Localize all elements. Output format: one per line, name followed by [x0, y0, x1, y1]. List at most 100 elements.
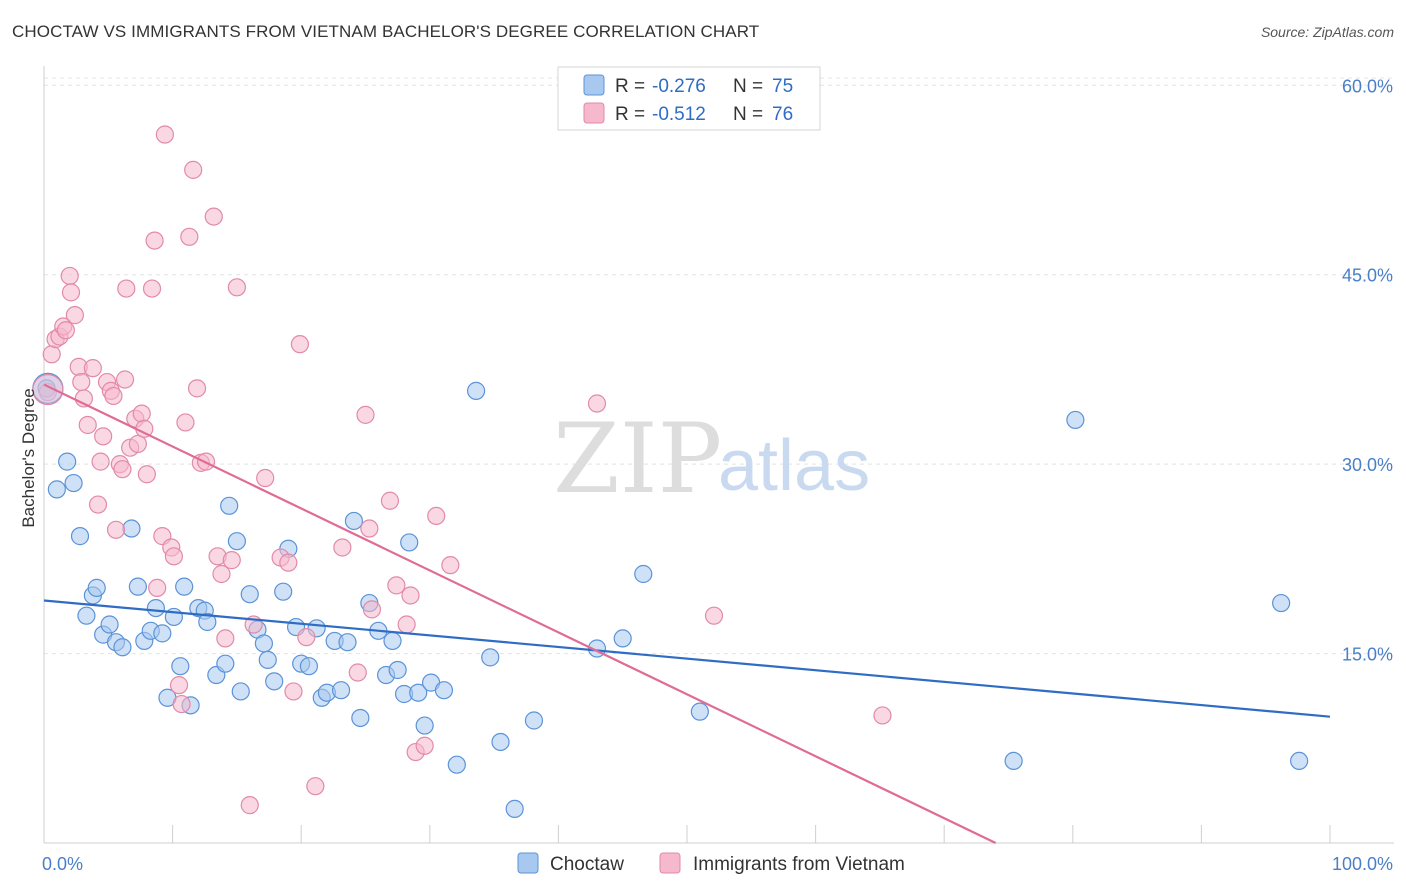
- point-vietnam: [401, 586, 420, 605]
- point-vietnam: [65, 306, 84, 325]
- trend-line-choctaw: [43, 599, 1331, 718]
- point-vietnam-large: [32, 374, 64, 406]
- legend-n-value-vietnam: 76: [772, 104, 793, 125]
- point-vietnam: [360, 519, 379, 538]
- point-vietnam: [362, 600, 382, 619]
- point-choctaw: [331, 681, 351, 700]
- point-choctaw: [87, 578, 106, 597]
- point-choctaw: [481, 648, 500, 667]
- point-vietnam: [169, 676, 189, 695]
- point-choctaw: [1004, 751, 1023, 771]
- point-choctaw: [100, 615, 119, 634]
- x-tick-labels: 0.0% 100.0%: [42, 854, 1393, 874]
- point-vietnam: [172, 694, 191, 714]
- point-choctaw: [128, 577, 147, 596]
- point-vietnam: [128, 434, 147, 454]
- point-vietnam: [83, 359, 102, 378]
- bottom-legend-swatch-choctaw: [517, 852, 539, 874]
- point-choctaw: [227, 532, 246, 551]
- bottom-legend-swatch-vietnam: [659, 852, 681, 874]
- point-choctaw: [613, 629, 632, 648]
- point-choctaw: [70, 527, 90, 546]
- point-vietnam: [180, 227, 199, 246]
- point-choctaw: [258, 650, 277, 669]
- point-choctaw: [400, 533, 419, 552]
- point-vietnam: [42, 345, 61, 364]
- point-vietnam: [72, 372, 91, 392]
- point-choctaw: [122, 519, 141, 538]
- point-vietnam: [60, 266, 79, 286]
- point-vietnam: [427, 506, 446, 526]
- chart-title: CHOCTAW VS IMMIGRANTS FROM VIETNAM BACHE…: [12, 22, 760, 41]
- point-choctaw: [216, 654, 235, 673]
- point-vietnam: [356, 405, 375, 424]
- point-vietnam: [56, 321, 75, 340]
- point-vietnam: [104, 386, 123, 406]
- point-choctaw: [113, 638, 132, 657]
- point-choctaw: [240, 585, 259, 604]
- point-vietnam: [113, 460, 132, 479]
- point-choctaw: [171, 657, 190, 676]
- point-vietnam: [441, 556, 460, 575]
- point-choctaw: [505, 799, 524, 819]
- point-vietnam: [587, 394, 607, 413]
- y-axis-title: Bachelor's Degree: [19, 388, 38, 527]
- point-vietnam: [91, 452, 110, 471]
- point-vietnam: [176, 413, 195, 432]
- legend-n-label-choctaw: N =: [733, 76, 763, 97]
- point-vietnam: [164, 547, 183, 566]
- trend-lines: [43, 383, 1331, 844]
- point-choctaw: [434, 681, 454, 700]
- point-vietnam: [873, 706, 892, 725]
- point-vietnam: [216, 629, 235, 648]
- point-vietnam: [88, 495, 108, 514]
- point-vietnam: [115, 370, 135, 389]
- bottom-legend-label-vietnam: Immigrants from Vietnam: [693, 854, 905, 875]
- point-choctaw: [383, 631, 402, 651]
- point-choctaw: [344, 511, 364, 531]
- legend-r-value-vietnam: -0.512: [652, 104, 706, 125]
- point-choctaw: [634, 564, 653, 584]
- point-vietnam: [117, 279, 136, 298]
- point-choctaw: [524, 711, 544, 730]
- point-choctaw: [466, 381, 486, 400]
- point-vietnam: [137, 465, 156, 484]
- point-vietnam: [240, 796, 259, 815]
- bottom-legend-label-choctaw: Choctaw: [550, 854, 624, 875]
- x-tick-label: 100.0%: [1332, 854, 1393, 874]
- point-vietnam: [132, 404, 151, 423]
- point-vietnam: [187, 379, 207, 398]
- point-vietnam: [106, 520, 126, 539]
- legend-r-label-choctaw: R =: [615, 76, 645, 97]
- y-tick-label: 45.0%: [1342, 266, 1393, 286]
- point-vietnam: [333, 538, 352, 557]
- point-choctaw: [1290, 751, 1309, 771]
- point-vietnam: [145, 231, 164, 250]
- point-vietnam: [284, 682, 303, 701]
- top-legend: R = -0.276 N = 75 R = -0.512 N = 76: [557, 66, 821, 131]
- point-vietnam: [155, 125, 174, 144]
- point-choctaw: [491, 732, 510, 752]
- point-choctaw: [175, 577, 194, 596]
- point-vietnam: [212, 564, 231, 584]
- point-choctaw: [146, 598, 165, 618]
- point-choctaw: [338, 633, 357, 652]
- point-choctaw: [77, 606, 96, 625]
- point-choctaw: [231, 682, 250, 701]
- point-choctaw: [690, 702, 709, 721]
- point-vietnam: [94, 427, 113, 446]
- point-choctaw: [1272, 593, 1291, 613]
- point-vietnam: [415, 736, 434, 755]
- point-choctaw: [351, 708, 370, 728]
- trend-line-vietnam: [43, 383, 997, 844]
- grid-lines: [44, 77, 1394, 655]
- legend-r-label-vietnam: R =: [615, 104, 645, 125]
- y-tick-labels: 15.0% 30.0% 45.0% 60.0%: [1342, 76, 1393, 664]
- legend-n-value-choctaw: 75: [772, 76, 793, 97]
- point-choctaw: [415, 716, 434, 735]
- axes: [43, 66, 1394, 844]
- x-tick-label: 0.0%: [42, 854, 83, 874]
- point-vietnam: [184, 160, 203, 179]
- point-choctaw: [198, 612, 217, 632]
